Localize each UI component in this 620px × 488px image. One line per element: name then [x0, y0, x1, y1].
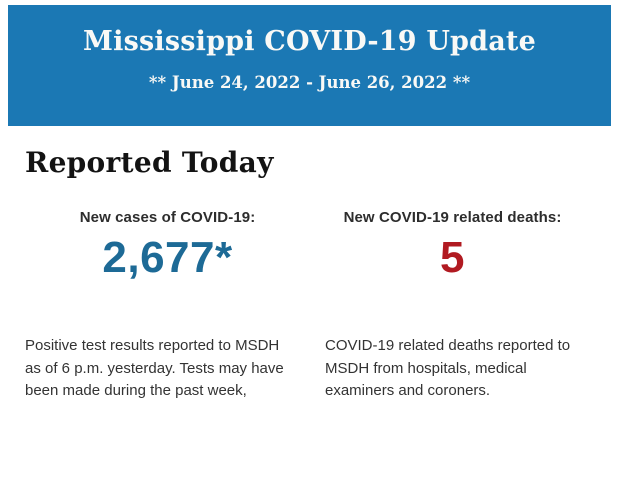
new-cases-value: 2,677*: [102, 233, 233, 282]
new-deaths-value: 5: [440, 233, 465, 282]
new-cases-description: Positive test results reported to MSDH a…: [25, 337, 284, 399]
new-deaths-description: COVID-19 related deaths reported to MSDH…: [325, 337, 571, 399]
descriptions-row: Positive test results reported to MSDH a…: [25, 335, 595, 403]
banner-title: Mississippi COVID-19 Update: [83, 26, 536, 57]
banner-date-range: ** June 24, 2022 - June 26, 2022 **: [148, 73, 471, 93]
reported-today-heading: Reported Today: [25, 146, 274, 179]
header-banner: Mississippi COVID-19 Update ** June 24, …: [8, 5, 611, 126]
new-cases-label: New cases of COVID-19:: [79, 209, 256, 226]
main-content: Reported Today New cases of COVID-19: 2,…: [0, 126, 620, 403]
new-deaths-label: New COVID-19 related deaths:: [343, 209, 562, 226]
stats-row: New cases of COVID-19: 2,677* New COVID-…: [25, 209, 595, 280]
stat-new-deaths: New COVID-19 related deaths: 5: [310, 209, 595, 280]
stat-new-cases: New cases of COVID-19: 2,677*: [25, 209, 310, 280]
